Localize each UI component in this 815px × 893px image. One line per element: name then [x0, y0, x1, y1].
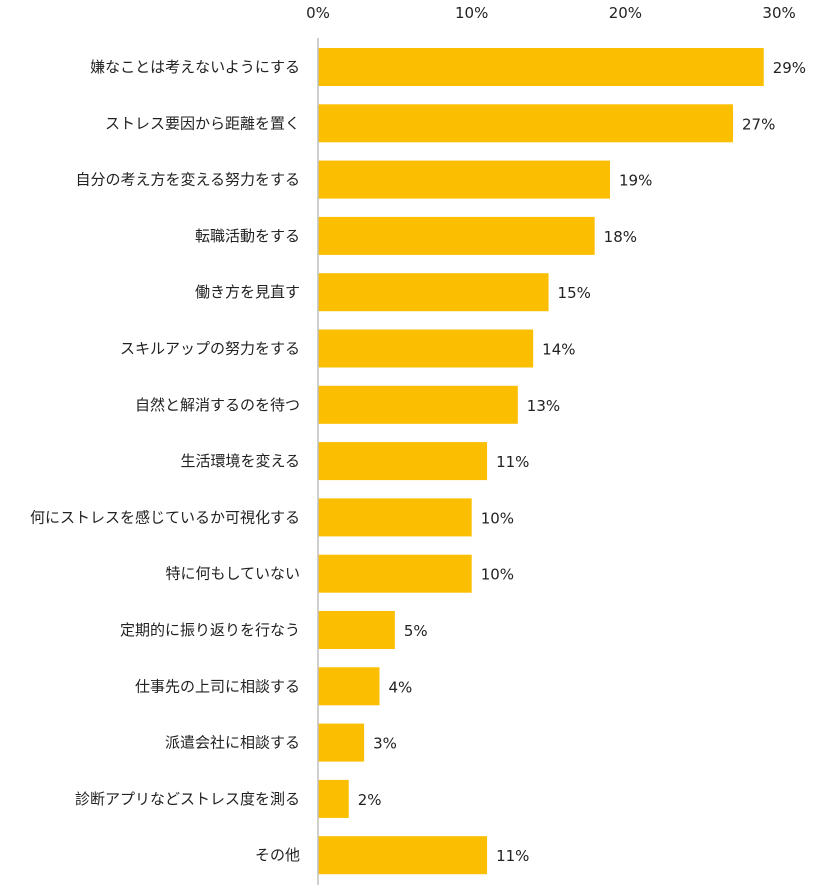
data-label: 13% — [527, 397, 560, 415]
data-label: 18% — [604, 228, 637, 246]
bar — [318, 273, 549, 312]
bar — [318, 611, 395, 649]
data-label: 11% — [496, 453, 529, 471]
data-label: 4% — [388, 678, 412, 696]
category-label: 定期的に振り返りを行なう — [120, 621, 300, 639]
x-tick-label: 0% — [306, 4, 330, 22]
bar — [318, 779, 349, 818]
bar — [318, 836, 488, 875]
bar — [318, 329, 534, 368]
bar — [318, 723, 365, 762]
category-label: ストレス要因から距離を置く — [105, 114, 300, 132]
data-label: 19% — [619, 172, 652, 190]
data-label: 5% — [404, 622, 428, 640]
category-label: 働き方を見直す — [195, 283, 300, 301]
data-label: 2% — [358, 791, 382, 809]
category-label: 自然と解消するのを待つ — [135, 396, 300, 414]
category-label: 特に何もしていない — [165, 565, 300, 583]
data-label: 10% — [481, 566, 514, 584]
bar — [318, 554, 472, 593]
x-tick-label: 10% — [455, 4, 488, 22]
bar — [318, 498, 472, 537]
category-label: 嫌なことは考えないようにする — [90, 58, 300, 76]
category-label: 生活環境を変える — [180, 452, 300, 470]
x-tick-label: 20% — [609, 4, 642, 22]
category-label: 診断アプリなどストレス度を測る — [75, 790, 300, 808]
bar — [318, 667, 380, 706]
data-label: 29% — [773, 59, 806, 77]
category-label: 何にストレスを感じているか可視化する — [30, 508, 300, 526]
category-label: 転職活動をする — [195, 227, 300, 245]
category-label: その他 — [255, 846, 300, 864]
bar — [318, 216, 595, 255]
data-label: 15% — [558, 284, 591, 302]
bar — [318, 104, 733, 143]
data-label: 27% — [742, 115, 775, 133]
x-tick-label: 30% — [762, 4, 795, 22]
data-label: 10% — [481, 509, 514, 527]
category-label: 派遣会社に相談する — [165, 734, 300, 752]
bar — [318, 160, 611, 199]
category-label: 仕事先の上司に相談する — [135, 677, 300, 695]
bar — [318, 442, 488, 481]
bar — [318, 48, 764, 86]
category-label: 自分の考え方を変える努力をする — [75, 171, 300, 189]
bar — [318, 385, 518, 424]
data-label: 3% — [373, 735, 397, 753]
category-label: スキルアップの努力をする — [120, 340, 300, 358]
data-label: 11% — [496, 847, 529, 865]
data-label: 14% — [542, 341, 575, 359]
